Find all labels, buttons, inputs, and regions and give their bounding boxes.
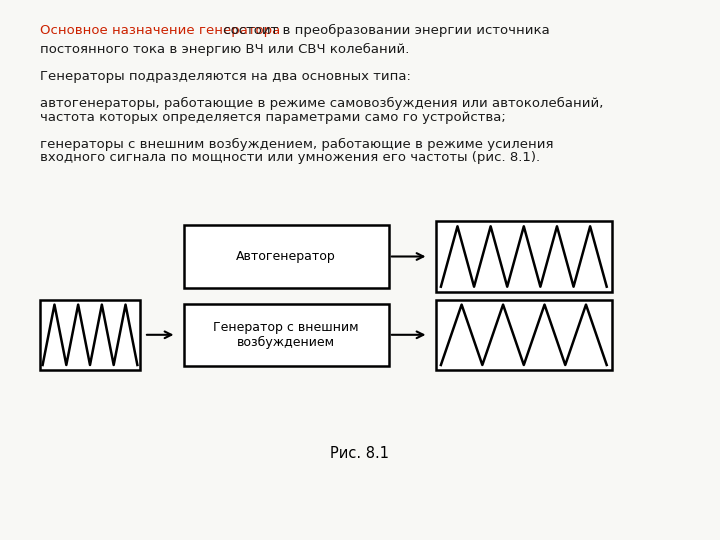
Text: постоянного тока в энергию ВЧ или СВЧ колебаний.: постоянного тока в энергию ВЧ или СВЧ ко… <box>40 43 409 56</box>
Text: Основное назначение генератора: Основное назначение генератора <box>40 24 280 37</box>
Text: Генераторы подразделяются на два основных типа:: Генераторы подразделяются на два основны… <box>40 70 410 83</box>
Text: входного сигнала по мощности или умножения его частоты (рис. 8.1).: входного сигнала по мощности или умножен… <box>40 151 540 164</box>
Text: Рис. 8.1: Рис. 8.1 <box>330 446 390 461</box>
Text: Генератор с внешним
возбуждением: Генератор с внешним возбуждением <box>213 321 359 349</box>
Text: Автогенератор: Автогенератор <box>236 250 336 263</box>
Text: генераторы с внешним возбуждением, работающие в режиме усиления: генераторы с внешним возбуждением, работ… <box>40 138 553 151</box>
Bar <box>184 303 389 366</box>
Text: состоит в преобразовании энергии источника: состоит в преобразовании энергии источни… <box>219 24 549 37</box>
FancyBboxPatch shape <box>40 300 140 370</box>
FancyBboxPatch shape <box>436 221 612 292</box>
Text: автогенераторы, работающие в режиме самовозбуждения или автоколебаний,: автогенераторы, работающие в режиме само… <box>40 97 603 110</box>
Bar <box>184 226 389 287</box>
FancyBboxPatch shape <box>436 300 612 370</box>
Text: частота которых определяется параметрами само го устройства;: частота которых определяется параметрами… <box>40 111 505 124</box>
